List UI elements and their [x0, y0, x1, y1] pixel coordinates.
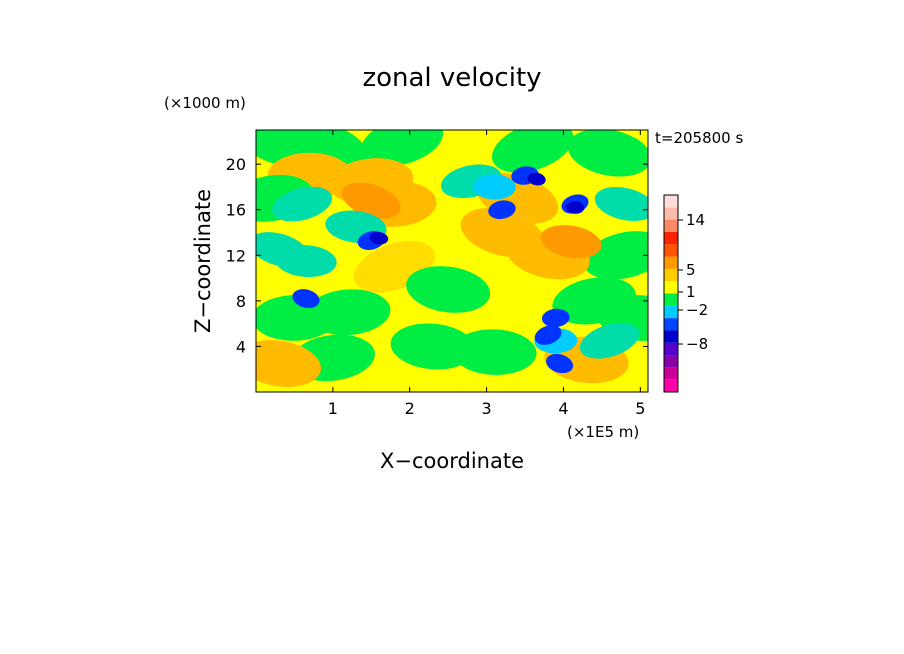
y-tick-label: 4	[236, 337, 246, 356]
colorbar-segment	[664, 244, 678, 257]
x-tick-label: 1	[328, 399, 338, 418]
x-axis-label: X−coordinate	[380, 449, 524, 473]
contour-blob	[541, 308, 570, 328]
contour-blob	[341, 182, 401, 219]
colorbar-segment	[664, 281, 678, 294]
y-axis-label: Z−coordinate	[191, 189, 215, 333]
y-tick-label: 16	[226, 201, 246, 220]
contour-blob	[583, 231, 648, 280]
contour-blob	[369, 231, 389, 245]
contour-blob	[275, 244, 337, 278]
contour-blob	[594, 187, 648, 222]
contour-blob	[406, 266, 491, 313]
contour-blob	[540, 225, 602, 259]
contour-blob	[565, 201, 585, 214]
colorbar-segment	[664, 207, 678, 220]
x-ticks: 1 2 3 4 5	[328, 130, 645, 418]
colorbar: 14 5 1−2 −8	[663, 194, 708, 393]
chart-title: zonal velocity	[362, 63, 541, 93]
colorbar-segment	[664, 342, 678, 356]
colorbar-segment	[664, 330, 678, 343]
x-tick-label: 4	[558, 399, 568, 418]
colorbar-tick-label: 14	[686, 211, 705, 229]
colorbar-segment	[664, 219, 678, 232]
colorbar-segment	[664, 355, 678, 368]
colorbar-segment	[664, 379, 678, 392]
y-tick-label: 12	[226, 246, 246, 265]
colorbar-tick-label: 5	[686, 261, 696, 279]
colorbar-tick-label: −2	[686, 301, 708, 319]
contour-blob	[292, 289, 320, 309]
contour-blob	[306, 289, 391, 336]
x-tick-label: 5	[635, 399, 645, 418]
x-tick-label: 2	[405, 399, 415, 418]
x-tick-label: 3	[481, 399, 491, 418]
contour-blob	[472, 174, 516, 200]
colorbar-tick-label: 1	[686, 283, 696, 301]
contour-blob	[579, 322, 640, 359]
contour-blob	[534, 325, 562, 345]
y-tick-label: 20	[226, 155, 246, 174]
time-label: t=205800 s	[655, 129, 743, 147]
contour-blob	[272, 186, 333, 222]
y-unit-label: (×1000 m)	[164, 94, 246, 112]
y-ticks: 4 8 12 16 20	[226, 155, 648, 356]
x-unit-label: (×1E5 m)	[567, 423, 639, 441]
colorbar-segment	[664, 256, 678, 269]
colorbar-segment	[664, 268, 678, 282]
colorbar-segment	[664, 231, 678, 245]
plot-area	[256, 130, 648, 392]
contour-blob	[452, 329, 537, 375]
contour-blob	[390, 323, 475, 370]
contour-fields	[256, 130, 648, 387]
contour-blob	[567, 130, 648, 177]
contour-blob	[256, 340, 321, 387]
colorbar-segment	[664, 195, 678, 208]
colorbar-segment	[664, 293, 678, 306]
colorbar-segment	[664, 367, 678, 380]
colorbar-tick-label: −8	[686, 335, 708, 353]
contour-blob	[546, 353, 574, 374]
plot-frame	[255, 129, 649, 393]
colorbar-segment	[664, 318, 678, 331]
colorbar-frame	[663, 194, 679, 393]
contour-blob	[488, 200, 516, 220]
contour-blob	[360, 130, 444, 167]
colorbar-segment	[664, 305, 678, 319]
contour-blob	[527, 172, 546, 186]
y-tick-label: 8	[236, 292, 246, 311]
contour-blob	[492, 130, 574, 173]
